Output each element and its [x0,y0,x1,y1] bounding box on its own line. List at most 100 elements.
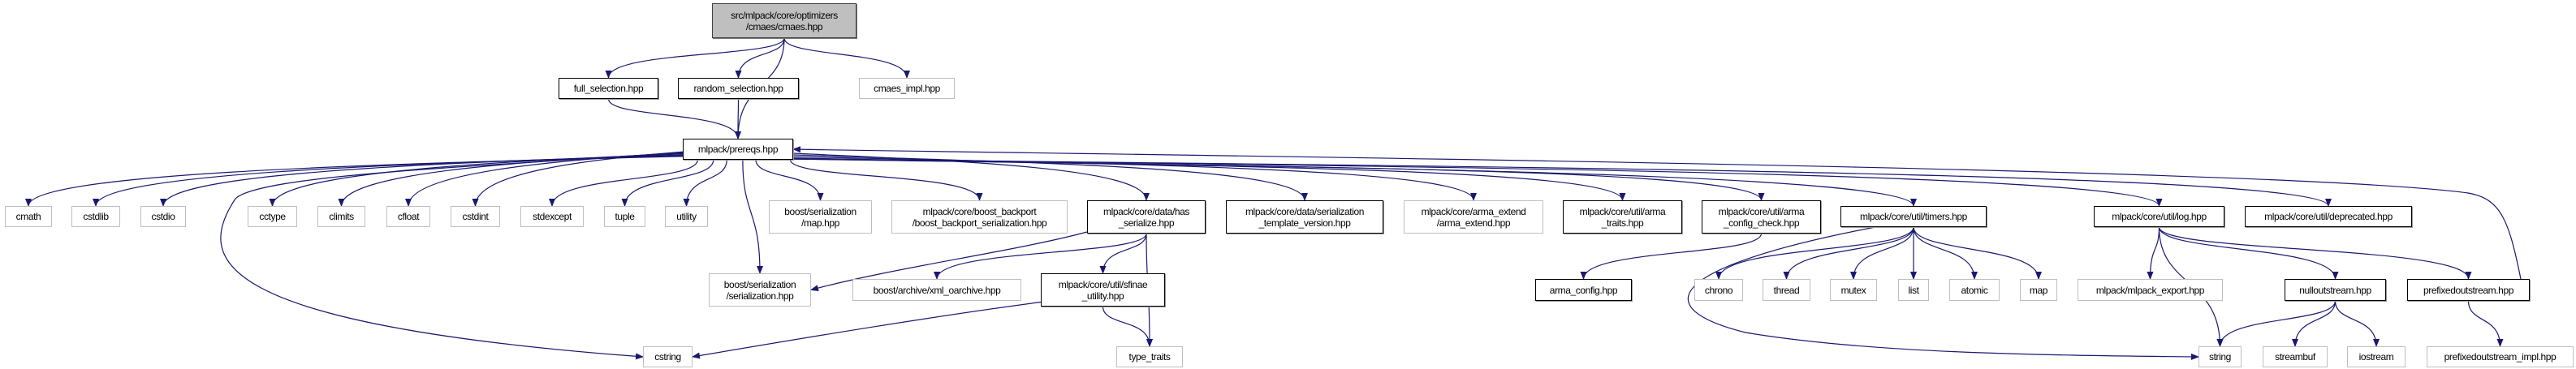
edge-prereqs-to-cstdio [160,154,684,207]
node-label: boost/serialization [784,205,857,217]
node-cstdint[interactable]: cstdint [451,206,500,227]
node-label: _config_check.hpp [1723,217,1800,229]
node-label: /boost_backport_serialization.hpp [912,217,1047,229]
edge-random_selection-to-prereqs [735,98,742,139]
node-sfinae[interactable]: mlpack/core/util/sfinae _utility.hpp [1041,273,1165,307]
node-label: iostream [2358,351,2394,363]
node-label: mlpack/core/util/log.hpp [2112,211,2207,222]
node-boost-backport[interactable]: mlpack/core/boost_backport/boost_backpor… [891,200,1068,234]
node-label: map [2029,284,2048,296]
node-mutex[interactable]: mutex [1830,279,1877,301]
node-label: cctype [259,211,286,222]
node-prefixedoutstream[interactable]: prefixedoutstream.hpp [2407,279,2530,301]
edge-prereqs-to-stdexcept [549,159,698,207]
node-label: mlpack/core/util/sfinae [1058,278,1148,290]
node-arma-config[interactable]: arma_config.hpp [1535,279,1632,301]
node-label: full_selection.hpp [573,83,644,94]
node-label: utility [676,211,697,222]
node-label: mutex [1840,284,1866,296]
node-cmaes-impl[interactable]: cmaes_impl.hpp [859,78,955,99]
node-label: stdexcept [533,211,572,222]
node-label: mlpack/core/util/deprecated.hpp [2264,211,2393,222]
node-nulloutstream[interactable]: nulloutstream.hpp [2285,279,2386,301]
edge-log-to-mlpack_export [2147,226,2160,280]
edge-prereqs-to-cstring [220,152,684,360]
node-cstring[interactable]: cstring [643,346,693,367]
node-label: boost/serialization [723,278,796,290]
node-ser-map[interactable]: boost/serialization/map.hpp [769,200,872,234]
edge-prereqs-to-timers [792,158,1917,207]
edge-root-to-random_selection [735,37,785,79]
node-ser-template[interactable]: mlpack/core/data/serialization _template_… [1226,200,1383,234]
edge-prereqs-to-arma_extend [792,156,1477,201]
node-prereqs[interactable]: mlpack/prereqs.hpp [683,139,793,160]
edge-has_serialize-to-sfinae [1099,233,1147,274]
node-label: prefixedoutstream.hpp [2423,284,2513,296]
edge-has_serialize-to-xml_oarchive [934,233,1147,280]
node-mlpack-export[interactable]: mlpack/mlpack_export.hpp [2078,279,2223,301]
node-list[interactable]: list [1898,279,1929,301]
edge-arma_config_check-to-arma_config [1580,233,1763,280]
node-has-serialize[interactable]: mlpack/core/data/has _serialize.hpp [1087,200,1206,234]
node-climits[interactable]: climits [317,206,365,227]
node-cctype[interactable]: cctype [248,206,297,227]
node-deprecated[interactable]: mlpack/core/util/deprecated.hpp [2245,206,2412,227]
edge-timers-to-atomic [1913,226,1978,280]
node-cstdlib[interactable]: cstdlib [71,206,120,227]
node-timers[interactable]: mlpack/core/util/timers.hpp [1840,206,1987,227]
node-label: src/mlpack/core/optimizers [731,9,838,21]
node-utility[interactable]: utility [665,206,708,227]
node-iostream[interactable]: iostream [2347,346,2406,367]
node-random-selection[interactable]: random_selection.hpp [678,78,799,99]
node-tuple[interactable]: tuple [604,206,645,227]
node-label: nulloutstream.hpp [2299,284,2371,296]
node-root[interactable]: src/mlpack/core/optimizers/cmaes/cmaes.h… [712,3,857,38]
node-label: mlpack/prereqs.hpp [697,144,779,155]
node-label: _utility.hpp [1081,290,1124,302]
node-arma-traits[interactable]: mlpack/core/util/arma _traits.hpp [1563,200,1682,234]
edge-timers-to-map [1913,226,2042,280]
node-cfloat[interactable]: cfloat [386,206,430,227]
edge-nulloutstream-to-streambuf [2292,300,2337,347]
node-xml-oarchive[interactable]: boost/archive/xml_oarchive.hpp [852,279,1021,301]
node-map[interactable]: map [2020,279,2057,301]
node-cmath[interactable]: cmath [5,206,52,227]
node-label: climits [329,211,354,222]
node-arma-extend[interactable]: mlpack/core/arma_extend/arma_extend.hpp [1404,200,1543,234]
edge-prereqs-to-cstdlib [93,155,684,207]
node-label: mlpack/core/util/arma [1579,205,1666,217]
node-thread[interactable]: thread [1763,279,1810,301]
node-label: string [2209,351,2231,363]
node-serialization[interactable]: boost/serialization/serialization.hpp [709,273,811,307]
node-log[interactable]: mlpack/core/util/log.hpp [2094,206,2224,227]
edge-prereqs-to-ser_map [755,159,824,201]
node-streambuf[interactable]: streambuf [2263,346,2328,367]
node-label: type_traits [1128,351,1171,363]
node-cstdio[interactable]: cstdio [140,206,186,227]
node-chrono[interactable]: chrono [1694,279,1743,301]
node-label: /serialization.hpp [726,290,794,302]
node-label: cmath [15,211,41,222]
edge-root-to-full_selection [605,37,785,79]
node-stdexcept[interactable]: stdexcept [520,206,584,227]
node-label: mlpack/core/data/has [1102,205,1190,217]
edge-full_selection-to-prereqs [607,98,741,139]
edge-timers-to-mutex [1850,226,1914,280]
node-full-selection[interactable]: full_selection.hpp [559,78,658,99]
node-prefixed-impl[interactable]: prefixedoutstream_impl.hpp [2427,346,2574,367]
node-label: _serialize.hpp [1118,217,1175,229]
node-label: atomic [1961,284,1988,296]
node-type-traits[interactable]: type_traits [1116,346,1183,367]
edge-prefixedoutstream-to-prereqs [792,146,2522,280]
node-string[interactable]: string [2198,346,2242,367]
node-label: _traits.hpp [1601,217,1644,229]
node-atomic[interactable]: atomic [1949,279,2000,301]
node-label: streambuf [2275,351,2315,363]
node-label: arma_config.hpp [1549,284,1618,296]
node-label: /map.hpp [801,217,839,229]
node-arma-config-check[interactable]: mlpack/core/util/arma _config_check.hpp [1702,200,1821,234]
node-label: tuple [615,211,635,222]
edge-timers-to-string [1687,226,2199,360]
edge-prereqs-to-serialization [742,159,763,274]
